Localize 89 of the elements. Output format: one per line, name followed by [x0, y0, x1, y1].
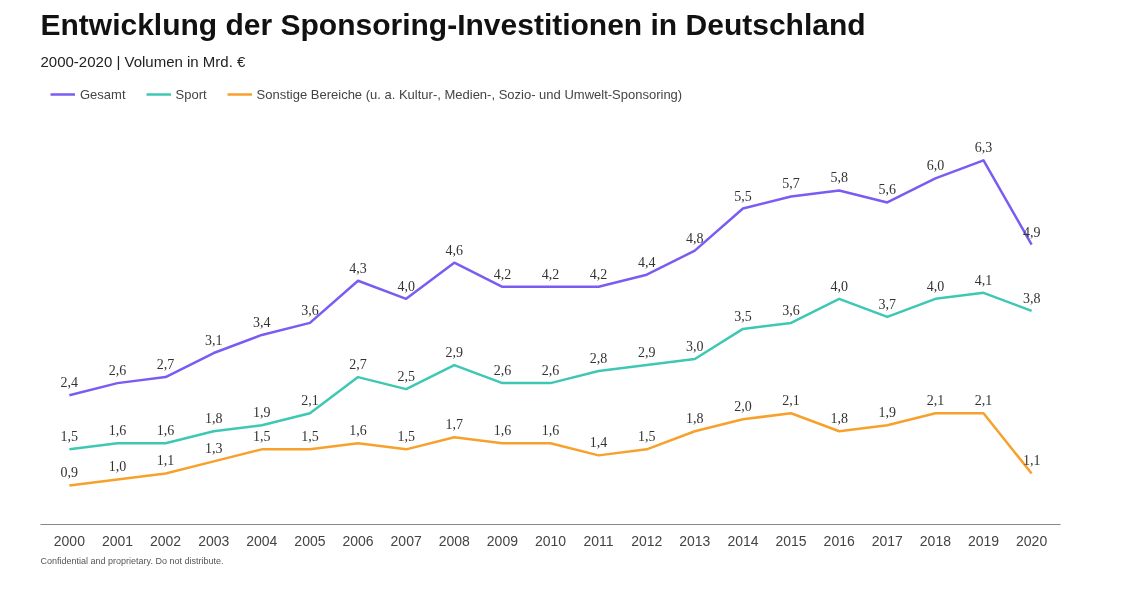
data-label: 4,2 [541, 266, 560, 282]
x-tick-label: 2013 [679, 532, 711, 549]
data-label: 4,6 [445, 242, 464, 258]
data-label: 4,3 [349, 260, 367, 276]
x-tick-label: 2020 [1016, 532, 1048, 549]
x-tick-label: 2016 [823, 532, 855, 549]
data-label: 1,8 [686, 411, 704, 427]
data-label: 4,4 [637, 254, 656, 270]
x-tick-label: 2009 [486, 532, 519, 549]
data-label: 4,0 [926, 278, 945, 294]
chart-subtitle: 2000-2020 | Volumen in Mrd. € [40, 52, 247, 70]
data-label: 1,5 [637, 429, 656, 445]
data-label: 5,6 [878, 182, 897, 198]
data-label: 3,0 [686, 339, 704, 355]
data-label: 0,9 [60, 465, 79, 481]
data-label: 1,5 [253, 429, 271, 445]
data-label: 2,9 [637, 345, 656, 361]
data-label: 1,5 [397, 429, 415, 445]
data-label: 2,7 [156, 357, 175, 373]
x-tick-label: 2005 [294, 532, 326, 549]
data-label: 1,0 [108, 459, 127, 475]
x-tick-label: 2015 [775, 532, 807, 549]
data-label: 1,9 [878, 405, 897, 421]
data-label: 1,6 [349, 423, 367, 439]
data-label: 3,5 [734, 308, 752, 324]
data-label: 3,1 [204, 333, 223, 349]
data-label: 1,4 [589, 435, 608, 451]
x-tick-label: 2017 [871, 532, 904, 549]
data-label: 3,8 [1022, 290, 1041, 306]
data-label: 2,4 [60, 375, 79, 391]
legend-label: Sport [175, 86, 207, 102]
data-label: 1,8 [830, 411, 848, 427]
x-tick-label: 2011 [583, 532, 614, 549]
data-label: 2,1 [782, 393, 800, 409]
data-label: 2,1 [301, 393, 319, 409]
data-label: 1,6 [156, 423, 175, 439]
data-label: 5,7 [782, 176, 800, 192]
data-label: 1,1 [1022, 453, 1041, 469]
data-label: 2,6 [541, 363, 560, 379]
data-label: 4,0 [830, 278, 848, 294]
data-label: 5,5 [734, 188, 752, 204]
legend-label: Gesamt [80, 86, 126, 102]
data-label: 2,1 [974, 393, 993, 409]
x-tick-label: 2008 [438, 532, 471, 549]
data-label: 1,3 [204, 441, 223, 457]
data-label: 2,1 [926, 393, 945, 409]
data-label: 4,2 [589, 266, 608, 282]
data-label: 4,2 [493, 266, 512, 282]
x-tick-label: 2019 [967, 532, 1000, 549]
data-label: 6,3 [974, 140, 993, 156]
x-tick-label: 2012 [631, 532, 663, 549]
x-tick-label: 2006 [342, 532, 374, 549]
x-tick-label: 2003 [198, 532, 230, 549]
data-label: 2,8 [589, 351, 608, 367]
x-tick-label: 2004 [246, 532, 278, 549]
data-label: 6,0 [926, 158, 945, 174]
x-tick-label: 2007 [390, 532, 422, 549]
text: Confidential and proprietary. Do not distribute. [40, 555, 224, 566]
x-tick-label: 2000 [53, 532, 86, 549]
data-label: 4,8 [686, 230, 704, 246]
data-label: 4,0 [397, 278, 415, 294]
data-label: 1,5 [301, 429, 319, 445]
x-tick-label: 2014 [727, 532, 759, 549]
data-label: 3,7 [878, 296, 897, 312]
x-tick-label: 2010 [534, 532, 567, 549]
data-label: 4,1 [974, 272, 993, 288]
data-label: 3,4 [253, 314, 271, 330]
data-label: 2,0 [734, 399, 752, 415]
legend-label: Sonstige Bereiche (u. a. Kultur-, Medien-, Sozio- und Umwelt-Sponsoring) [256, 86, 683, 102]
data-label: 1,7 [445, 417, 464, 433]
data-label: 1,6 [493, 423, 512, 439]
data-label: 1,6 [108, 423, 127, 439]
data-label: 2,5 [397, 369, 415, 385]
data-label: 5,8 [830, 170, 848, 186]
x-tick-label: 2018 [919, 532, 952, 549]
data-label: 1,9 [253, 405, 271, 421]
data-label: 1,5 [60, 429, 79, 445]
data-label: 2,9 [445, 345, 464, 361]
x-tick-label: 2001 [101, 532, 134, 549]
data-label: 1,1 [156, 453, 175, 469]
x-tick-label: 2002 [150, 532, 182, 549]
chart-title: Entwicklung der Sponsoring-Investitionen in Deutschland [40, 7, 866, 41]
data-label: 1,8 [204, 411, 223, 427]
data-label: 3,6 [782, 302, 800, 318]
data-label: 2,6 [108, 363, 127, 379]
data-label: 1,6 [541, 423, 560, 439]
data-label: 2,6 [493, 363, 512, 379]
data-label: 3,6 [301, 302, 319, 318]
data-label: 2,7 [349, 357, 367, 373]
